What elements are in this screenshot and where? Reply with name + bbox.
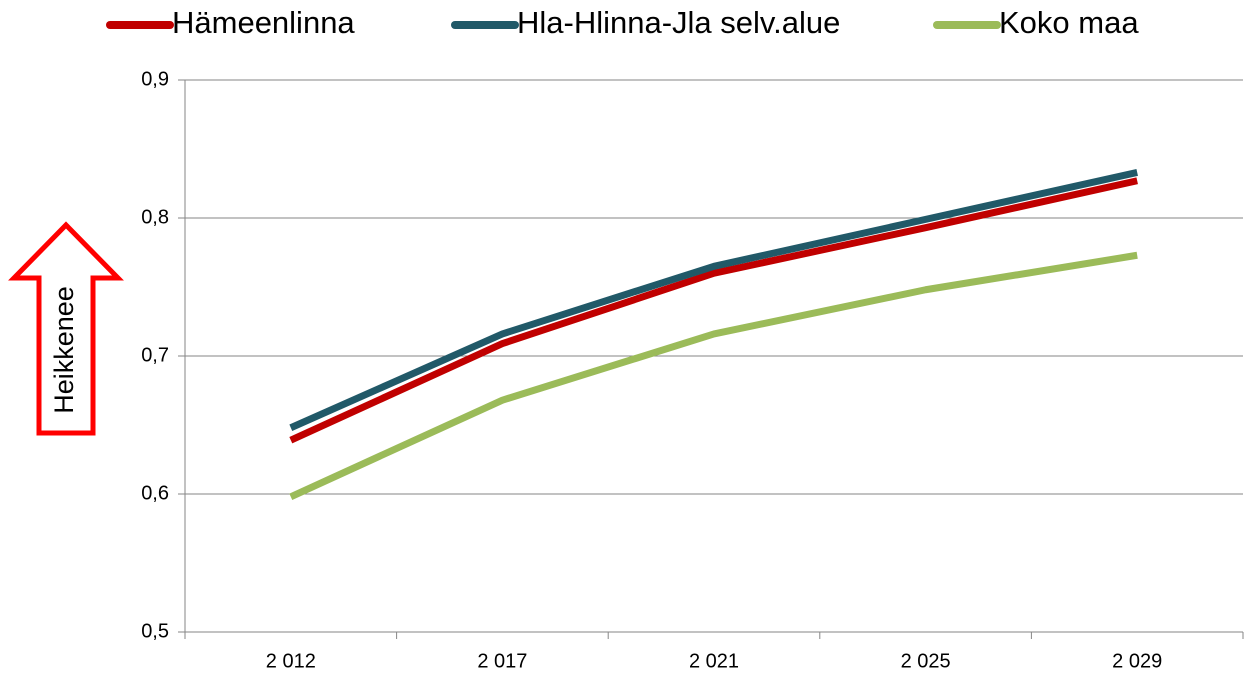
x-tick-label: 2 025 bbox=[901, 650, 951, 672]
x-tick-label: 2 017 bbox=[477, 650, 527, 672]
x-tick-label: 2 012 bbox=[266, 650, 316, 672]
x-tick-label: 2 021 bbox=[689, 650, 739, 672]
legend-label: Koko maa bbox=[999, 5, 1139, 40]
series-line bbox=[289, 169, 1138, 431]
y-tick-label: 0,9 bbox=[141, 68, 169, 90]
annotation: Heikkenee bbox=[49, 286, 79, 414]
y-tick-label: 0,6 bbox=[141, 482, 169, 504]
legend-label: Hämeenlinna bbox=[172, 5, 355, 40]
series-line bbox=[289, 177, 1138, 444]
y-tick-label: 0,7 bbox=[141, 344, 169, 366]
legend-label: Hla-Hlinna-Jla selv.alue bbox=[517, 5, 840, 40]
x-tick-label: 2 029 bbox=[1112, 650, 1162, 672]
series-line bbox=[289, 251, 1138, 500]
arrow bbox=[8, 221, 124, 436]
y-tick-label: 0,8 bbox=[141, 206, 169, 228]
y-tick-label: 0,5 bbox=[141, 620, 169, 642]
